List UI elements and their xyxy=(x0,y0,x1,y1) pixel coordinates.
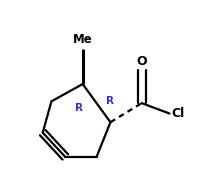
Text: R: R xyxy=(106,96,114,106)
Text: R: R xyxy=(75,103,83,113)
Text: Me: Me xyxy=(73,33,92,46)
Text: Cl: Cl xyxy=(170,107,184,120)
Text: O: O xyxy=(136,55,146,68)
